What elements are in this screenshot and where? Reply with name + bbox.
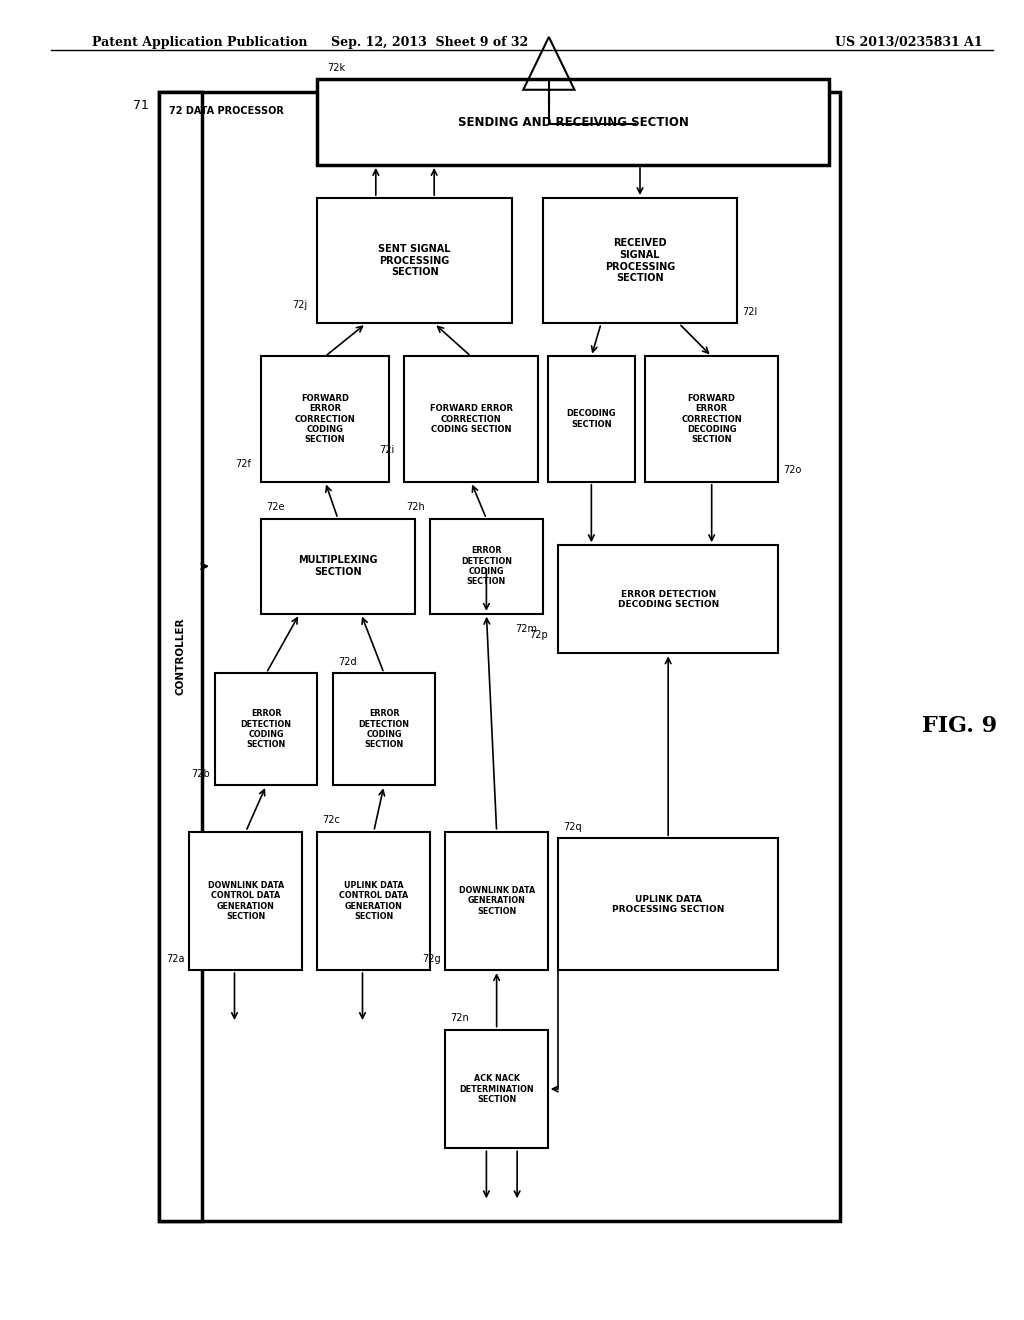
FancyBboxPatch shape: [430, 519, 543, 614]
Text: 72b: 72b: [191, 768, 210, 779]
Text: RECEIVED
SIGNAL
PROCESSING
SECTION: RECEIVED SIGNAL PROCESSING SECTION: [605, 239, 675, 282]
FancyBboxPatch shape: [261, 356, 389, 482]
Text: ERROR
DETECTION
CODING
SECTION: ERROR DETECTION CODING SECTION: [358, 709, 410, 750]
FancyBboxPatch shape: [445, 832, 548, 970]
Text: ERROR
DETECTION
CODING
SECTION: ERROR DETECTION CODING SECTION: [461, 546, 512, 586]
Text: 72o: 72o: [783, 465, 802, 475]
Text: MULTIPLEXING
SECTION: MULTIPLEXING SECTION: [298, 556, 378, 577]
Text: 72i: 72i: [379, 445, 394, 455]
Text: ERROR
DETECTION
CODING
SECTION: ERROR DETECTION CODING SECTION: [241, 709, 292, 750]
FancyBboxPatch shape: [558, 545, 778, 653]
Text: DECODING
SECTION: DECODING SECTION: [566, 409, 616, 429]
FancyBboxPatch shape: [558, 838, 778, 970]
Text: FIG. 9: FIG. 9: [922, 715, 996, 737]
FancyBboxPatch shape: [317, 79, 829, 165]
Text: 72k: 72k: [328, 62, 346, 73]
Text: 72h: 72h: [407, 502, 425, 512]
FancyBboxPatch shape: [317, 832, 430, 970]
Text: CONTROLLER: CONTROLLER: [175, 618, 185, 696]
FancyBboxPatch shape: [543, 198, 737, 323]
FancyBboxPatch shape: [445, 1030, 548, 1148]
Text: DOWNLINK DATA
GENERATION
SECTION: DOWNLINK DATA GENERATION SECTION: [459, 886, 535, 916]
Text: 72e: 72e: [266, 502, 285, 512]
Text: 71: 71: [132, 99, 148, 112]
Text: 72g: 72g: [422, 953, 440, 964]
FancyBboxPatch shape: [261, 519, 415, 614]
Text: SENT SIGNAL
PROCESSING
SECTION: SENT SIGNAL PROCESSING SECTION: [379, 244, 451, 277]
FancyBboxPatch shape: [333, 673, 435, 785]
Text: 72p: 72p: [529, 630, 548, 640]
FancyBboxPatch shape: [159, 92, 840, 1221]
Text: UPLINK DATA
CONTROL DATA
GENERATION
SECTION: UPLINK DATA CONTROL DATA GENERATION SECT…: [339, 880, 409, 921]
Text: 72l: 72l: [742, 306, 758, 317]
Text: FORWARD
ERROR
CORRECTION
DECODING
SECTION: FORWARD ERROR CORRECTION DECODING SECTIO…: [681, 393, 742, 445]
Text: ACK NACK
DETERMINATION
SECTION: ACK NACK DETERMINATION SECTION: [460, 1074, 534, 1104]
Text: DOWNLINK DATA
CONTROL DATA
GENERATION
SECTION: DOWNLINK DATA CONTROL DATA GENERATION SE…: [208, 880, 284, 921]
Text: 72n: 72n: [451, 1012, 469, 1023]
Text: 72 DATA PROCESSOR: 72 DATA PROCESSOR: [169, 106, 284, 116]
Text: 72c: 72c: [323, 814, 340, 825]
FancyBboxPatch shape: [404, 356, 538, 482]
FancyBboxPatch shape: [159, 92, 202, 1221]
Text: ERROR DETECTION
DECODING SECTION: ERROR DETECTION DECODING SECTION: [617, 590, 719, 609]
Text: SENDING AND RECEIVING SECTION: SENDING AND RECEIVING SECTION: [458, 116, 689, 128]
Text: 72j: 72j: [292, 300, 307, 310]
Text: 72d: 72d: [338, 656, 356, 667]
FancyBboxPatch shape: [215, 673, 317, 785]
Text: 72f: 72f: [234, 458, 251, 469]
Text: 72m: 72m: [516, 623, 538, 634]
Text: FORWARD ERROR
CORRECTION
CODING SECTION: FORWARD ERROR CORRECTION CODING SECTION: [429, 404, 513, 434]
Text: US 2013/0235831 A1: US 2013/0235831 A1: [836, 36, 983, 49]
Text: FORWARD
ERROR
CORRECTION
CODING
SECTION: FORWARD ERROR CORRECTION CODING SECTION: [295, 393, 355, 445]
Text: 72q: 72q: [563, 821, 582, 832]
FancyBboxPatch shape: [317, 198, 512, 323]
Text: 72a: 72a: [166, 953, 184, 964]
FancyBboxPatch shape: [189, 832, 302, 970]
Text: UPLINK DATA
PROCESSING SECTION: UPLINK DATA PROCESSING SECTION: [612, 895, 724, 913]
Text: Sep. 12, 2013  Sheet 9 of 32: Sep. 12, 2013 Sheet 9 of 32: [332, 36, 528, 49]
Text: Patent Application Publication: Patent Application Publication: [92, 36, 307, 49]
FancyBboxPatch shape: [548, 356, 635, 482]
FancyBboxPatch shape: [645, 356, 778, 482]
